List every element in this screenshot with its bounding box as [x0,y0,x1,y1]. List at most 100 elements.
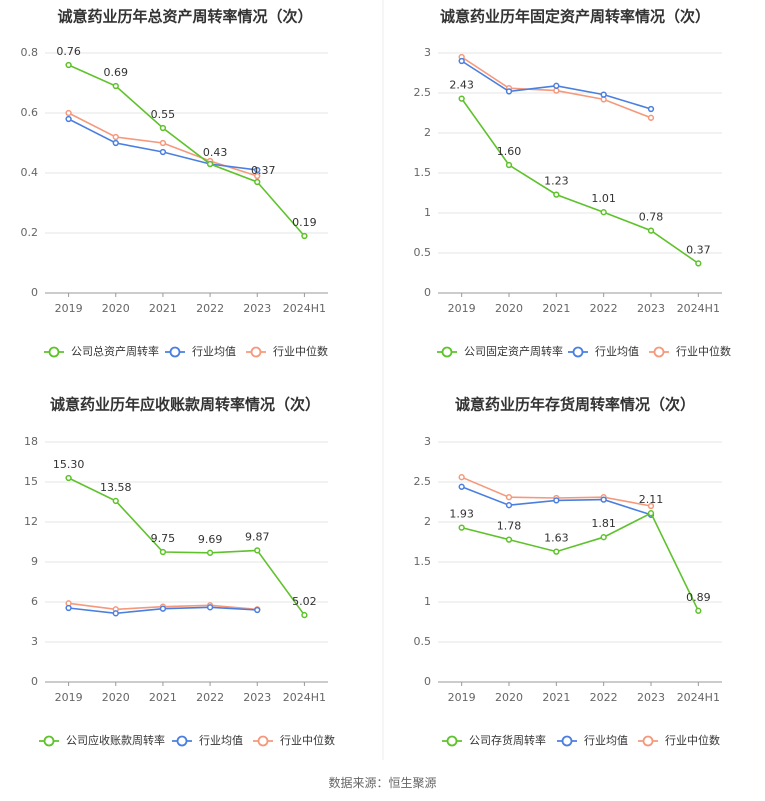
chart-panel-4: 诚意药业历年存货周转率情况（次） 0 0.5 1 1.5 2 2.5 3 2019 2020 202… [414,396,722,747]
data-point-avg [159,148,167,156]
x-tick-label: 2023 [243,691,271,704]
series-line-company [68,477,306,616]
x-tick-label: 2021 [149,302,177,315]
legend-label: 行业均值 [192,345,236,358]
chart-panel-3: 诚意药业历年应收账款周转率情况（次） 0 3 6 9 12 15 18 2019 2020 2021… [24,396,335,748]
legend-swatch-marker [441,346,453,358]
y-tick-label: 18 [24,435,38,448]
data-label: 1.63 [544,532,569,545]
y-tick-label: 0.8 [21,46,39,59]
y-tick-label: 0.4 [21,166,39,179]
data-point-avg [505,88,513,95]
data-label: 0.78 [639,211,664,224]
legend-label: 行业中位数 [280,733,335,747]
data-point-median [65,109,72,117]
data-point-company [254,178,261,186]
y-tick-label: 2.5 [414,86,432,99]
legend-item-company: 公司存货周转率 [442,733,546,747]
data-label: 1.01 [591,192,616,205]
y-tick-label: 1.5 [414,166,432,179]
x-tick-label: 2023 [637,302,665,315]
legend-swatch-marker [642,735,654,747]
data-point-avg [254,166,261,174]
x-tick-label: 2020 [102,302,130,315]
y-tick-label: 0.6 [21,106,39,119]
y-tick-label: 0 [31,286,38,299]
data-point-company [600,534,607,541]
legend-swatch-marker [446,735,458,747]
y-tick-label: 1.5 [414,555,432,568]
y-tick-label: 1 [424,595,431,608]
data-label: 9.87 [245,530,270,543]
y-tick-label: 2.5 [414,475,432,488]
y-tick-label: 3 [31,635,38,648]
x-tick-label: 2019 [448,302,476,315]
legend-swatch-marker [653,346,665,358]
data-label: 2.11 [639,493,664,506]
legend-swatch-marker [572,346,584,358]
y-tick-label: 6 [31,595,38,608]
legend-item-median: 行业中位数 [246,344,328,358]
y-tick-label: 2 [424,126,431,139]
data-label: 2.43 [449,79,474,92]
legend-swatch-marker [257,735,269,747]
x-tick-label: 2020 [102,691,130,704]
data-label: 0.89 [686,591,711,604]
legend-label: 行业均值 [595,345,639,358]
data-label: 0.69 [104,66,129,79]
legend-item-median: 行业中位数 [638,733,720,747]
data-point-avg [65,115,72,123]
data-label: 0.55 [151,108,176,121]
data-label: 0.37 [686,243,711,256]
data-label: 0.37 [251,164,276,177]
legend-swatch-marker [43,735,55,747]
data-label: 0.19 [292,216,317,229]
data-point-company [159,548,167,556]
data-point-avg [458,57,465,65]
y-tick-label: 3 [424,435,431,448]
data-point-company [553,191,560,198]
x-tick-label: 2021 [542,302,570,315]
data-point-avg [254,606,261,614]
y-tick-label: 0 [424,286,431,299]
data-point-company [65,474,72,482]
legend-item-avg: 行业均值 [172,734,243,747]
legend-swatch-marker [561,735,573,747]
x-tick-label: 2023 [243,302,271,315]
y-tick-label: 0 [31,675,38,688]
legend-item-company: 公司固定资产周转率 [437,344,563,358]
x-tick-label: 2019 [55,302,83,315]
data-point-company [458,524,465,531]
x-tick-label: 2024H1 [677,302,720,315]
data-point-company [65,61,72,69]
data-point-company [254,547,261,554]
data-point-company [206,549,214,556]
data-point-median [112,133,119,141]
x-tick-label: 2022 [196,302,224,315]
data-point-avg [600,91,607,98]
x-tick-label: 2024H1 [283,302,326,315]
data-point-company [553,548,560,555]
legend-swatch-marker [169,346,181,358]
y-tick-label: 1 [424,206,431,219]
legend-item-avg: 行业均值 [557,734,628,747]
data-point-company [458,95,465,102]
data-point-company [647,510,655,517]
data-label: 5.02 [292,595,317,608]
legend-item-avg: 行业均值 [165,345,236,358]
data-point-company [695,260,702,267]
legend-label: 行业均值 [199,734,243,747]
data-point-company [505,536,513,543]
x-tick-label: 2022 [590,691,618,704]
x-tick-label: 2022 [196,691,224,704]
series-line-company [461,512,700,612]
legend-label: 公司总资产周转率 [71,344,159,358]
x-tick-label: 2020 [495,302,523,315]
data-label: 1.78 [497,520,522,533]
data-point-avg [553,82,560,89]
data-point-median [254,172,261,180]
data-point-median [505,494,513,501]
legend-label: 行业均值 [584,734,628,747]
data-point-company [206,160,214,168]
